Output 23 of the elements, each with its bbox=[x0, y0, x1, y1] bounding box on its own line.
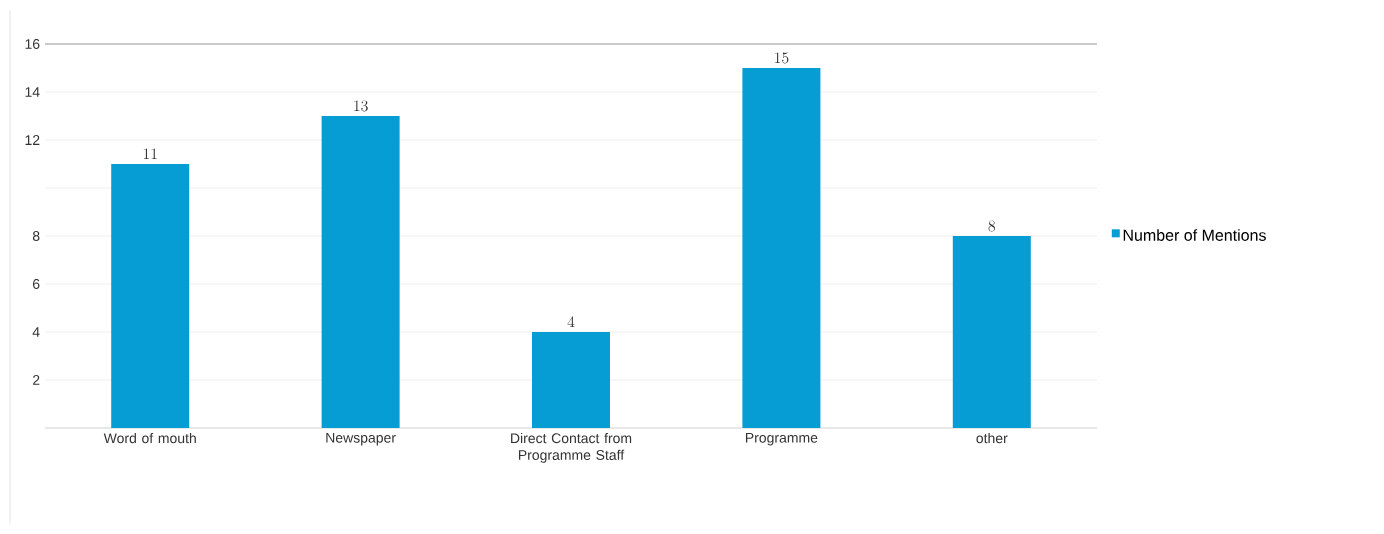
x-tick-label: other bbox=[976, 432, 1008, 444]
data-label: 11 bbox=[143, 148, 157, 160]
data-label: 4 bbox=[567, 316, 575, 328]
legend-label: Number of Mentions bbox=[1123, 229, 1266, 241]
y-tick-label: 6 bbox=[33, 279, 40, 289]
bar bbox=[321, 115, 400, 428]
data-label: 15 bbox=[775, 52, 789, 64]
data-label: 13 bbox=[354, 100, 368, 112]
y-tick-label: 14 bbox=[25, 87, 40, 97]
y-tick-label: 2 bbox=[33, 375, 40, 385]
y-tick-label: 8 bbox=[32, 231, 40, 241]
x-tick-label: Newspaper bbox=[326, 432, 396, 446]
y-tick-label: 12 bbox=[25, 135, 40, 145]
bar bbox=[742, 67, 821, 428]
x-tick-label: Word of mouth bbox=[103, 432, 196, 444]
x-tick-label: Direct Contact from Programme Staff bbox=[511, 432, 632, 463]
y-tick-label: 16 bbox=[25, 39, 40, 49]
x-tick-label: Programme bbox=[745, 432, 818, 446]
bar bbox=[532, 331, 611, 428]
bar bbox=[111, 163, 190, 428]
y-tick-label: 4 bbox=[32, 327, 40, 337]
bar bbox=[952, 235, 1031, 428]
data-label: 8 bbox=[988, 220, 996, 232]
